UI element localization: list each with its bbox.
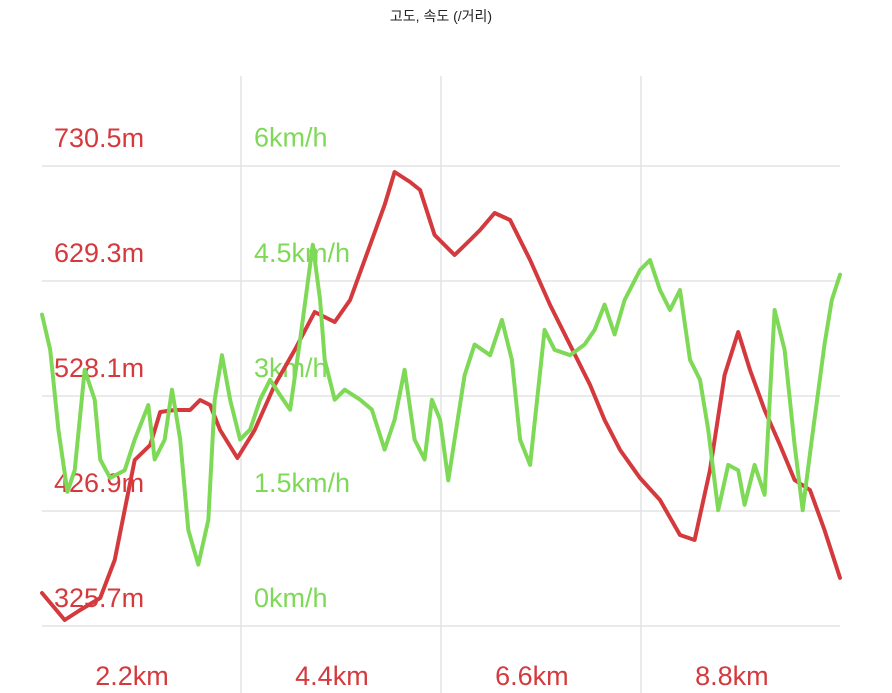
y-tick-label: 730.5m: [54, 123, 144, 153]
x-tick-label: 6.6km: [495, 661, 569, 691]
x-tick-label: 4.4km: [295, 661, 369, 691]
x-tick-label: 8.8km: [695, 661, 769, 691]
y2-tick-label: 4.5km/h: [254, 238, 350, 268]
y2-tick-label: 1.5km/h: [254, 468, 350, 498]
y2-tick-label: 0km/h: [254, 583, 328, 613]
y-tick-label: 528.1m: [54, 353, 144, 383]
x-tick-label: 2.2km: [95, 661, 169, 691]
y-tick-label: 629.3m: [54, 238, 144, 268]
series-line: [40, 242, 842, 567]
y2-tick-label: 6km/h: [254, 123, 328, 153]
chart-title: 고도, 속도 (/거리): [390, 8, 492, 24]
